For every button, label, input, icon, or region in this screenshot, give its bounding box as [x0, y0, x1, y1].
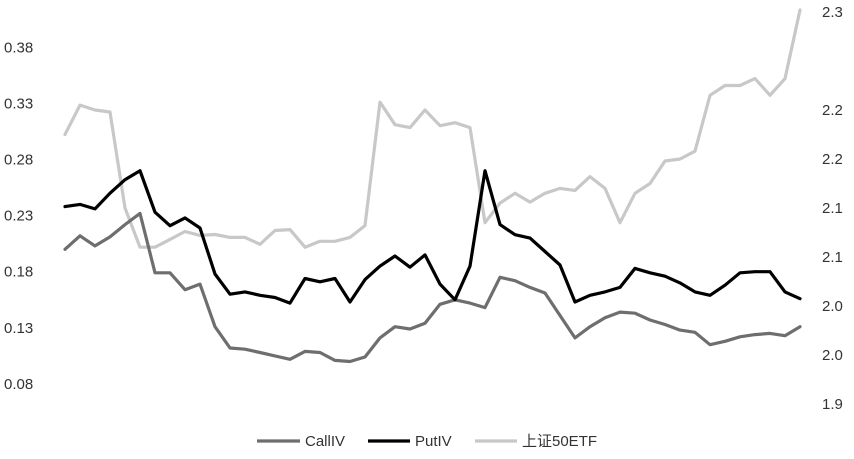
legend: CallIV PutIV 上证50ETF	[257, 433, 597, 450]
series-line-etf	[63, 8, 802, 249]
legend-label: 上证50ETF	[522, 433, 597, 450]
right-axis-ticks: 1.9 2.0 2.0 2.1 2.1 2.2 2.2 2.3	[822, 4, 843, 413]
left-tick-label: 0.38	[4, 39, 33, 56]
right-tick-label: 2.0	[822, 298, 843, 315]
right-tick-label: 2.3	[822, 4, 843, 21]
legend-label: CallIV	[305, 433, 345, 450]
left-tick-label: 0.18	[4, 264, 33, 281]
left-tick-label: 0.33	[4, 95, 33, 112]
series-line-putiv	[63, 169, 802, 305]
right-tick-label: 1.9	[822, 396, 843, 413]
left-tick-label: 0.08	[4, 376, 33, 393]
series-lines	[63, 8, 802, 364]
left-tick-label: 0.28	[4, 152, 33, 169]
right-tick-label: 2.2	[822, 151, 843, 168]
series-line-calliv	[63, 211, 802, 364]
right-tick-label: 2.2	[822, 102, 843, 119]
left-axis-ticks: 0.08 0.13 0.18 0.23 0.28 0.33 0.38	[4, 39, 33, 393]
left-tick-label: 0.13	[4, 320, 33, 337]
right-tick-label: 2.1	[822, 249, 843, 266]
right-tick-label: 2.1	[822, 200, 843, 217]
left-tick-label: 0.23	[4, 208, 33, 225]
legend-label: PutIV	[415, 433, 452, 450]
right-tick-label: 2.0	[822, 347, 843, 364]
